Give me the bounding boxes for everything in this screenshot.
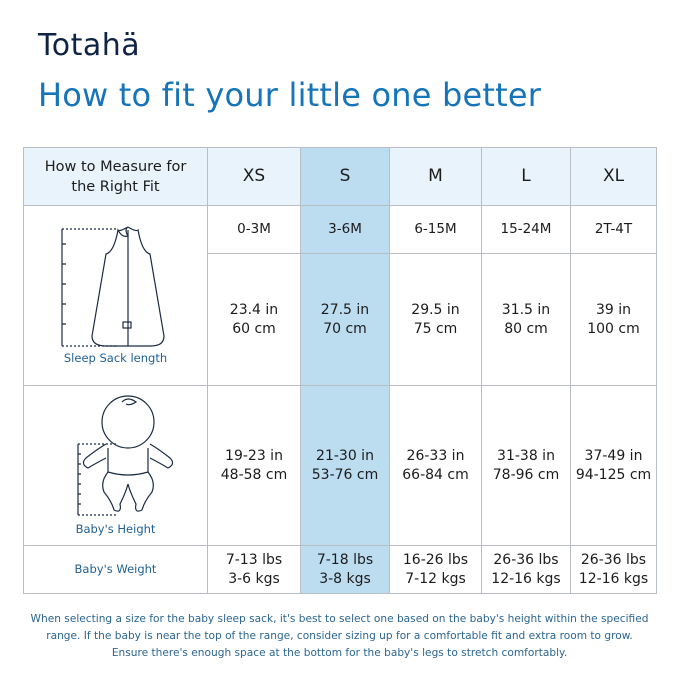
value-in: 31.5 in bbox=[501, 301, 551, 318]
height-xl: 37-49 in 94-125 cm bbox=[570, 385, 657, 546]
value-cm: 80 cm bbox=[504, 320, 548, 337]
brand-logo: Totahä bbox=[38, 28, 141, 63]
size-l: L bbox=[481, 147, 571, 206]
note-line: range. If the baby is near the top of th… bbox=[46, 630, 633, 642]
header-row: How to Measure for the Right Fit XS S M L… bbox=[23, 147, 657, 206]
height-s: 21-30 in 53-76 cm bbox=[300, 385, 390, 546]
size-s: S bbox=[300, 147, 390, 206]
sizing-note: When selecting a size for the baby sleep… bbox=[0, 611, 679, 662]
height-label-cell: Baby's Height bbox=[23, 385, 208, 546]
value-cm: 66-84 cm bbox=[402, 466, 469, 483]
value-cm: 94-125 cm bbox=[575, 466, 652, 483]
value-in: 37-49 in bbox=[584, 447, 643, 464]
height-m: 26-33 in 66-84 cm bbox=[389, 385, 482, 546]
age-xs: 0-3M bbox=[207, 205, 301, 254]
weight-xl: 26-36 lbs 12-16 kgs bbox=[570, 545, 657, 594]
size-chart-table: How to Measure for the Right Fit XS S M L… bbox=[23, 147, 657, 594]
value-cm: 100 cm bbox=[587, 320, 640, 337]
value-cm: 60 cm bbox=[232, 320, 276, 337]
value-in: 23.4 in bbox=[229, 301, 279, 318]
weight-m: 16-26 lbs 7-12 kgs bbox=[389, 545, 482, 594]
length-label-cell: Sleep Sack length bbox=[23, 205, 208, 386]
age-l: 15-24M bbox=[481, 205, 571, 254]
value-cm: 48-58 cm bbox=[220, 466, 288, 483]
value-kgs: 7-12 kgs bbox=[405, 570, 466, 587]
length-xl: 39 in 100 cm bbox=[570, 253, 657, 386]
length-row: 23.4 in 60 cm 27.5 in 70 cm 29.5 in 75 cm 3… bbox=[24, 253, 657, 386]
value-in: 19-23 in bbox=[225, 447, 283, 464]
value-in: 21-30 in bbox=[316, 447, 374, 464]
age-xl: 2T-4T bbox=[570, 205, 657, 254]
length-l: 31.5 in 80 cm bbox=[481, 253, 571, 386]
value-lbs: 7-18 lbs bbox=[316, 551, 374, 568]
measure-header: How to Measure for the Right Fit bbox=[23, 147, 208, 206]
value-in: 29.5 in bbox=[411, 301, 460, 318]
note-line: Ensure there's enough space at the botto… bbox=[111, 647, 568, 659]
weight-label: Baby's Weight bbox=[23, 545, 208, 594]
header-line: How to Measure for bbox=[44, 158, 187, 175]
length-label: Sleep Sack length bbox=[63, 350, 168, 365]
value-kgs: 12-16 kgs bbox=[578, 570, 649, 587]
value-lbs: 16-26 lbs bbox=[402, 551, 469, 568]
height-row: Baby's Height 19-23 in 48-58 cm 21-30 in 5… bbox=[23, 385, 657, 546]
value-in: 39 in bbox=[595, 301, 632, 318]
weight-s: 7-18 lbs 3-8 kgs bbox=[300, 545, 390, 594]
length-m: 29.5 in 75 cm bbox=[389, 253, 482, 386]
value-cm: 78-96 cm bbox=[492, 466, 560, 483]
value-in: 26-33 in bbox=[406, 447, 465, 464]
value-lbs: 7-13 lbs bbox=[225, 551, 283, 568]
size-m: M bbox=[389, 147, 482, 206]
baby-icon bbox=[76, 395, 173, 516]
height-l: 31-38 in 78-96 cm bbox=[481, 385, 571, 546]
page-title: How to fit your little one better bbox=[38, 76, 542, 114]
age-row: Sleep Sack length 0-3M 3-6M 6-15M 15-24M… bbox=[23, 205, 657, 386]
value-lbs: 26-36 lbs bbox=[493, 551, 559, 568]
value-kgs: 3-6 kgs bbox=[228, 570, 280, 587]
header-line: the Right Fit bbox=[71, 178, 160, 195]
value-cm: 75 cm bbox=[413, 320, 458, 337]
value-in: 27.5 in bbox=[320, 301, 370, 318]
value-cm: 70 cm bbox=[323, 320, 367, 337]
value-in: 31-38 in bbox=[497, 447, 555, 464]
note-line: When selecting a size for the baby sleep… bbox=[30, 613, 649, 625]
height-xs: 19-23 in 48-58 cm bbox=[207, 385, 301, 546]
size-xl: XL bbox=[570, 147, 657, 206]
value-cm: 53-76 cm bbox=[311, 466, 379, 483]
sleep-sack-icon bbox=[60, 225, 165, 347]
length-xs: 23.4 in 60 cm bbox=[207, 253, 301, 386]
age-m: 6-15M bbox=[389, 205, 482, 254]
height-label: Baby's Height bbox=[75, 522, 156, 536]
size-xs: XS bbox=[207, 147, 301, 206]
weight-l: 26-36 lbs 12-16 kgs bbox=[481, 545, 571, 594]
weight-row: Baby's Weight 7-13 lbs 3-6 kgs 7-18 lbs 3-… bbox=[23, 545, 657, 594]
value-kgs: 12-16 kgs bbox=[491, 570, 561, 587]
age-s: 3-6M bbox=[300, 205, 390, 254]
weight-xs: 7-13 lbs 3-6 kgs bbox=[207, 545, 301, 594]
value-lbs: 26-36 lbs bbox=[580, 551, 647, 568]
length-s: 27.5 in 70 cm bbox=[300, 253, 390, 386]
value-kgs: 3-8 kgs bbox=[319, 570, 371, 587]
